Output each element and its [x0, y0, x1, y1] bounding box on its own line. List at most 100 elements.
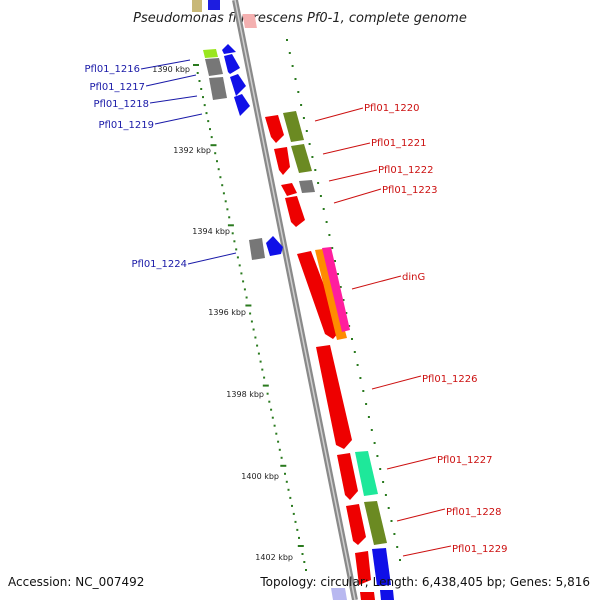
ruler-tick [336, 273, 339, 275]
ruler-tick [259, 360, 262, 363]
gene-arrow[interactable] [224, 54, 240, 74]
leader-line [145, 74, 197, 87]
ruler-tick [296, 528, 299, 531]
ruler-label-1400: 1400 kbp [241, 472, 279, 481]
accession-text: Accession: NC_007492 [8, 575, 144, 589]
gene-feature[interactable] [291, 144, 312, 173]
ruler-label-1392: 1392 kbp [173, 146, 211, 155]
leader-line [351, 275, 402, 290]
top-feature-olive[interactable] [192, 0, 202, 12]
gene-label-pfl01-1224[interactable]: Pfl01_1224 [131, 259, 187, 270]
gene-arrow[interactable] [265, 115, 284, 143]
gene-label-pfl01-1218[interactable]: Pfl01_1218 [93, 99, 149, 110]
ruler-tick [353, 351, 356, 353]
genome-summary-text: Topology: circular; Length: 6,438,405 bp… [259, 575, 590, 589]
ruler-tick [280, 464, 287, 467]
gene-arrow[interactable] [297, 251, 341, 339]
gene-arrow[interactable] [337, 453, 358, 500]
ruler-tick [205, 112, 208, 115]
gene-feature[interactable] [299, 180, 315, 193]
ruler-tick [302, 117, 305, 119]
ruler-tick [235, 248, 238, 251]
gene-feature[interactable] [209, 77, 227, 100]
ruler-tick [286, 39, 288, 41]
gene-arrow[interactable] [346, 504, 366, 545]
gene-arrow[interactable] [316, 345, 352, 449]
ruler-label-1394: 1394 kbp [192, 227, 230, 236]
ruler-tick [297, 91, 300, 93]
ruler-tick [270, 408, 273, 411]
ruler-tick [261, 368, 264, 371]
gene-feature[interactable] [355, 451, 378, 496]
ruler-tick [325, 221, 328, 223]
gene-label-pfl01-1222[interactable]: Pfl01_1222 [378, 165, 434, 176]
ruler-tick [359, 377, 362, 379]
ruler-tick [219, 176, 222, 179]
gene-feature[interactable] [249, 238, 265, 260]
gene-feature[interactable] [203, 49, 218, 58]
gene-feature[interactable] [322, 247, 350, 332]
gene-label-pfl01-1220[interactable]: Pfl01_1220 [364, 103, 420, 114]
ruler-tick [396, 546, 399, 548]
ruler-tick [317, 182, 320, 184]
gene-arrow[interactable] [234, 94, 250, 116]
ruler-tick [236, 256, 239, 259]
ruler-tick [200, 88, 203, 90]
ruler-tick [362, 390, 365, 392]
ruler-tick [278, 448, 281, 451]
gene-feature[interactable] [360, 592, 375, 600]
gene-label-pfl01-1217[interactable]: Pfl01_1217 [89, 82, 145, 93]
ruler-label-1398: 1398 kbp [226, 390, 264, 399]
leader-line [149, 95, 198, 104]
ruler-ticks-right [286, 39, 401, 561]
labels-left: Pfl01_1216 Pfl01_1217 Pfl01_1218 Pfl01_1… [84, 59, 237, 270]
ruler-tick [331, 247, 334, 249]
gene-label-pfl01-1219[interactable]: Pfl01_1219 [98, 120, 154, 131]
ruler-tick [314, 169, 317, 171]
gene-label-pfl01-1228[interactable]: Pfl01_1228 [446, 507, 502, 518]
leader-line [402, 545, 452, 557]
ruler-tick [284, 472, 286, 475]
ruler-tick [294, 520, 297, 523]
top-feature-blue[interactable] [208, 0, 220, 10]
gene-label-pfl01-1227[interactable]: Pfl01_1227 [437, 455, 493, 466]
gene-label-pfl01-1229[interactable]: Pfl01_1229 [452, 544, 508, 555]
gene-arrow[interactable] [355, 551, 371, 585]
top-feature-pink[interactable] [242, 14, 257, 28]
leader-line [154, 113, 203, 125]
gene-label-dinG[interactable]: dinG [402, 272, 425, 283]
gene-feature[interactable] [205, 58, 223, 76]
gene-arrow[interactable] [266, 236, 283, 256]
leader-line [314, 107, 364, 122]
gene-arrow[interactable] [281, 183, 297, 196]
gene-label-pfl01-1221[interactable]: Pfl01_1221 [371, 138, 427, 149]
ruler-tick [399, 559, 401, 561]
gene-label-pfl01-1223[interactable]: Pfl01_1223 [382, 185, 438, 196]
ruler-tick [291, 65, 294, 67]
gene-arrow[interactable] [274, 147, 290, 175]
ruler-tick [209, 128, 211, 131]
ruler-tick [285, 480, 288, 483]
gene-arrow[interactable] [222, 44, 236, 54]
ruler-tick [271, 416, 274, 419]
gene-feature[interactable] [380, 590, 394, 600]
gene-feature[interactable] [364, 501, 387, 545]
gene-feature[interactable] [283, 111, 304, 142]
gene-label-pfl01-1216[interactable]: Pfl01_1216 [84, 64, 140, 75]
gene-arrow[interactable] [230, 74, 246, 96]
ruler-label-1390: 1390 kbp [152, 65, 190, 74]
ruler-tick [202, 96, 204, 99]
gene-label-pfl01-1226[interactable]: Pfl01_1226 [422, 374, 478, 385]
gene-arrow[interactable] [285, 196, 305, 227]
gene-feature[interactable] [372, 548, 391, 586]
ruler-tick [379, 468, 382, 470]
ruler-tick [280, 456, 283, 459]
ruler-tick [214, 152, 217, 155]
ruler-tick [376, 455, 379, 457]
ruler-tick [390, 520, 393, 522]
ruler-tick [345, 312, 348, 314]
ruler-tick [291, 504, 293, 507]
ruler-tick [300, 104, 303, 106]
gene-feature[interactable] [331, 588, 347, 600]
ruler-tick [217, 168, 220, 171]
